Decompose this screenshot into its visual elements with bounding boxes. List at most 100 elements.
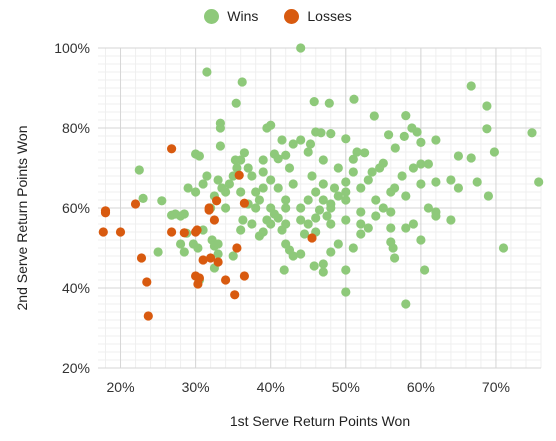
point-wins[interactable] xyxy=(254,195,264,205)
point-wins[interactable] xyxy=(281,195,291,205)
point-wins[interactable] xyxy=(296,249,306,259)
point-wins[interactable] xyxy=(363,223,373,233)
point-losses[interactable] xyxy=(213,257,223,267)
point-losses[interactable] xyxy=(198,255,208,265)
point-wins[interactable] xyxy=(341,287,351,297)
point-wins[interactable] xyxy=(228,251,238,261)
point-wins[interactable] xyxy=(296,43,306,53)
point-losses[interactable] xyxy=(179,228,189,238)
point-wins[interactable] xyxy=(483,191,493,201)
point-wins[interactable] xyxy=(288,251,298,261)
point-losses[interactable] xyxy=(167,227,177,237)
point-wins[interactable] xyxy=(236,187,246,197)
point-wins[interactable] xyxy=(288,179,298,189)
point-wins[interactable] xyxy=(453,183,463,193)
point-wins[interactable] xyxy=(369,111,379,121)
point-wins[interactable] xyxy=(215,141,225,151)
point-wins[interactable] xyxy=(482,101,492,111)
point-wins[interactable] xyxy=(349,94,359,104)
point-wins[interactable] xyxy=(221,203,231,213)
point-wins[interactable] xyxy=(423,203,433,213)
point-wins[interactable] xyxy=(388,243,398,253)
point-losses[interactable] xyxy=(130,199,141,209)
point-wins[interactable] xyxy=(279,265,289,275)
point-wins[interactable] xyxy=(416,179,426,189)
point-wins[interactable] xyxy=(375,163,385,173)
point-wins[interactable] xyxy=(326,219,336,229)
point-losses[interactable] xyxy=(206,253,216,263)
point-wins[interactable] xyxy=(356,183,366,193)
point-wins[interactable] xyxy=(251,203,261,213)
point-wins[interactable] xyxy=(420,265,430,275)
point-wins[interactable] xyxy=(367,167,377,177)
point-wins[interactable] xyxy=(341,187,351,197)
point-wins[interactable] xyxy=(238,215,248,225)
point-wins[interactable] xyxy=(309,97,319,107)
point-wins[interactable] xyxy=(251,187,261,197)
point-wins[interactable] xyxy=(472,177,482,187)
point-wins[interactable] xyxy=(273,183,283,193)
point-wins[interactable] xyxy=(386,187,396,197)
point-wins[interactable] xyxy=(318,267,328,277)
point-wins[interactable] xyxy=(318,195,328,205)
point-losses[interactable] xyxy=(239,198,249,208)
point-wins[interactable] xyxy=(239,148,249,158)
point-losses[interactable] xyxy=(98,227,108,237)
point-wins[interactable] xyxy=(258,183,268,193)
point-losses[interactable] xyxy=(232,243,242,253)
point-wins[interactable] xyxy=(296,135,306,145)
point-losses[interactable] xyxy=(209,215,219,225)
point-losses[interactable] xyxy=(136,253,147,263)
point-wins[interactable] xyxy=(318,179,328,189)
legend-item-wins[interactable]: Wins xyxy=(204,8,258,24)
point-wins[interactable] xyxy=(273,154,283,164)
point-wins[interactable] xyxy=(236,225,246,235)
point-wins[interactable] xyxy=(333,239,343,249)
point-wins[interactable] xyxy=(296,215,306,225)
point-wins[interactable] xyxy=(236,155,246,165)
point-wins[interactable] xyxy=(224,179,234,189)
point-wins[interactable] xyxy=(482,124,492,134)
point-wins[interactable] xyxy=(326,199,336,209)
point-losses[interactable] xyxy=(142,277,152,287)
point-wins[interactable] xyxy=(326,247,336,257)
point-wins[interactable] xyxy=(191,187,201,197)
point-wins[interactable] xyxy=(299,229,310,239)
point-wins[interactable] xyxy=(217,183,227,193)
point-wins[interactable] xyxy=(202,67,212,77)
point-wins[interactable] xyxy=(213,175,223,185)
point-wins[interactable] xyxy=(311,127,321,137)
legend-item-losses[interactable]: Losses xyxy=(284,8,352,24)
point-wins[interactable] xyxy=(408,163,418,173)
point-wins[interactable] xyxy=(176,239,186,249)
point-wins[interactable] xyxy=(363,175,373,185)
point-wins[interactable] xyxy=(341,265,351,275)
point-losses[interactable] xyxy=(167,144,177,154)
point-wins[interactable] xyxy=(314,205,325,215)
point-wins[interactable] xyxy=(322,211,332,221)
point-wins[interactable] xyxy=(466,153,476,163)
point-wins[interactable] xyxy=(352,147,362,157)
point-wins[interactable] xyxy=(266,203,276,213)
point-wins[interactable] xyxy=(416,159,426,169)
point-wins[interactable] xyxy=(348,154,358,164)
point-wins[interactable] xyxy=(416,235,426,245)
point-wins[interactable] xyxy=(489,147,499,157)
point-wins[interactable] xyxy=(281,150,291,160)
point-wins[interactable] xyxy=(157,196,167,206)
point-wins[interactable] xyxy=(360,148,370,158)
point-wins[interactable] xyxy=(309,261,319,271)
point-wins[interactable] xyxy=(431,135,441,145)
point-losses[interactable] xyxy=(204,205,214,215)
point-wins[interactable] xyxy=(324,98,334,108)
point-wins[interactable] xyxy=(431,207,441,217)
point-wins[interactable] xyxy=(386,207,396,217)
point-wins[interactable] xyxy=(273,213,283,223)
point-wins[interactable] xyxy=(307,171,317,181)
point-wins[interactable] xyxy=(237,77,247,87)
point-wins[interactable] xyxy=(303,195,313,205)
point-losses[interactable] xyxy=(230,290,240,300)
point-wins[interactable] xyxy=(378,203,388,213)
point-losses[interactable] xyxy=(212,196,222,206)
point-wins[interactable] xyxy=(453,151,463,161)
